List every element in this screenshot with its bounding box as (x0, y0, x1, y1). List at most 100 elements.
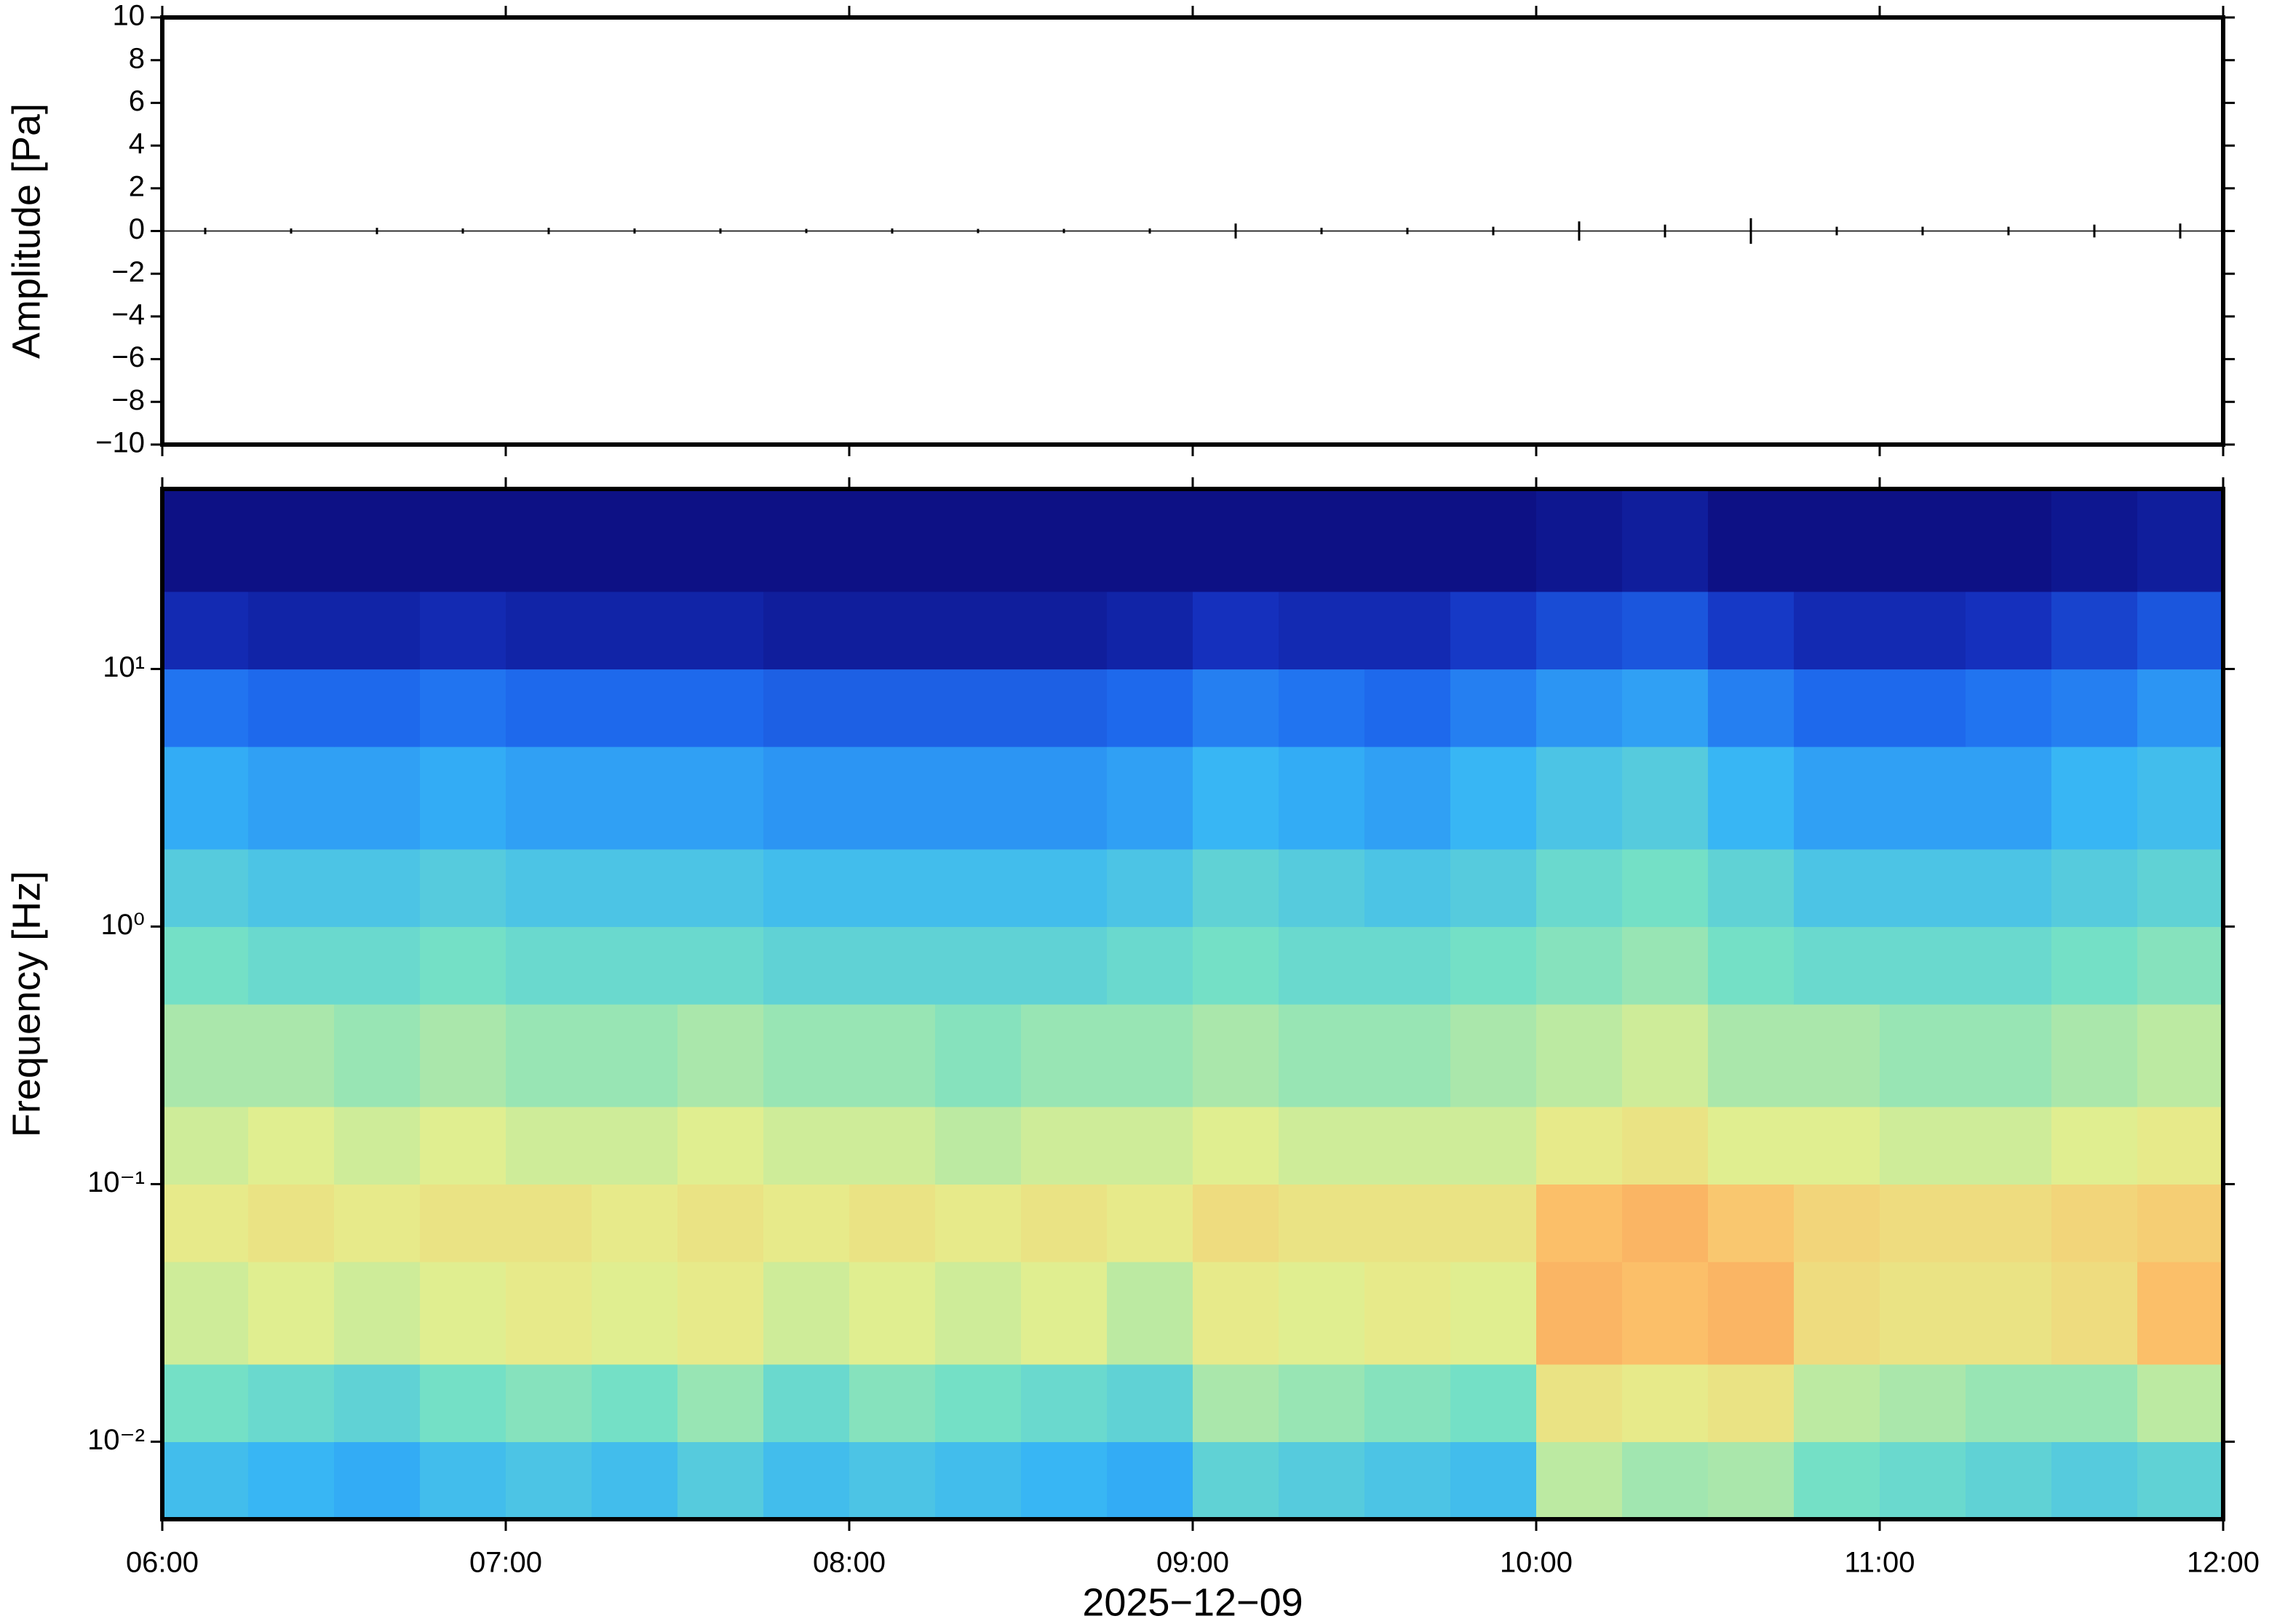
spectrogram-cell (334, 747, 421, 850)
y-tick-label: 10⁰ (100, 909, 145, 941)
y-tick-label: −2 (111, 256, 145, 288)
spectrogram-cell (334, 926, 421, 1005)
spectrogram-cell (1622, 747, 1709, 850)
spectrogram-cell (2137, 1004, 2224, 1107)
spectrogram-cell (677, 591, 764, 670)
spectrogram-cell (2137, 926, 2224, 1005)
x-tick-label: 11:00 (1844, 1547, 1915, 1579)
spectrogram-cell (1536, 926, 1623, 1005)
spectrogram-cell (849, 747, 936, 850)
spectrogram-cell (1193, 1106, 1279, 1185)
spectrogram-cell (1279, 669, 1365, 747)
spectrogram-cell (334, 1364, 421, 1443)
spectrogram-cell (677, 669, 764, 747)
spectrogram-cell (1794, 926, 1880, 1005)
spectrogram-cell (849, 1441, 936, 1520)
spectrogram-cell (162, 1441, 249, 1520)
spectrogram-cell (420, 1106, 506, 1185)
spectrogram-cell (248, 1262, 335, 1365)
spectrogram-cell (2051, 848, 2138, 928)
spectrogram-cell (2051, 747, 2138, 850)
spectrogram-cell (1364, 591, 1451, 670)
spectrogram-cell (677, 1004, 764, 1107)
spectrogram-cell (677, 1262, 764, 1365)
spectrogram-cell (763, 1106, 850, 1185)
spectrogram-cell (1279, 591, 1365, 670)
spectrogram-cell (1622, 1004, 1709, 1107)
spectrogram-cell (162, 1184, 249, 1262)
spectrogram-cell (1364, 1106, 1451, 1185)
spectrogram-cell (1193, 1184, 1279, 1262)
spectrogram-cell (1622, 1441, 1709, 1520)
spectrogram-cell (1622, 1364, 1709, 1443)
spectrogram-cell (1794, 489, 1880, 592)
spectrogram-cell (334, 591, 421, 670)
spectrogram-cell (1880, 848, 1966, 928)
spectrogram-cell (1794, 747, 1880, 850)
spectrogram-cell (763, 1004, 850, 1107)
x-axis-title: 2025−12−09 (1082, 1580, 1303, 1624)
spectrogram-cell (1279, 1184, 1365, 1262)
spectrogram-cell (1107, 489, 1193, 592)
spectrogram-cell (1021, 926, 1108, 1005)
spectrogram-cell (1021, 1184, 1108, 1262)
x-tick-label: 09:00 (1156, 1547, 1229, 1579)
spectrogram-cell (1794, 1262, 1880, 1365)
spectrogram-cell (248, 747, 335, 850)
spectrogram-cell (1021, 489, 1108, 592)
spectrogram-cell (1536, 1106, 1623, 1185)
spectrogram-cell (2137, 489, 2224, 592)
spectrogram-cell (1450, 489, 1537, 592)
spectrogram-cell (1794, 1004, 1880, 1107)
spectrogram-cell (592, 1004, 678, 1107)
spectrogram-cell (1193, 669, 1279, 747)
spectrogram-cell (1794, 1184, 1880, 1262)
y-tick-label: 10¹ (103, 651, 145, 683)
y-tick-label: 10⁻² (87, 1424, 145, 1456)
spectrogram-cell (1364, 1004, 1451, 1107)
spectrogram-cell (1193, 926, 1279, 1005)
spectrogram-cell (2137, 1184, 2224, 1262)
y-tick-label: −8 (111, 384, 145, 416)
spectrogram-cell (1107, 848, 1193, 928)
spectrogram-cell (849, 1106, 936, 1185)
spectrogram-cell (248, 1364, 335, 1443)
spectrogram-cell (1708, 1441, 1795, 1520)
spectrogram-cell (162, 1106, 249, 1185)
spectrogram-cell (1536, 591, 1623, 670)
spectrogram-cell (1966, 848, 2052, 928)
spectrogram-cell (1622, 926, 1709, 1005)
spectrogram-cell (1450, 747, 1537, 850)
spectrogram-cell (162, 1364, 249, 1443)
spectrogram-cell (506, 926, 592, 1005)
spectrogram-cell (677, 926, 764, 1005)
spectrogram-cell (1880, 489, 1966, 592)
spectrogram-cell (2137, 1441, 2224, 1520)
spectrogram-cell (1880, 1106, 1966, 1185)
spectrogram-cell (1880, 747, 1966, 850)
spectrogram-cell (1364, 1262, 1451, 1365)
spectrogram-cell (1279, 1441, 1365, 1520)
y-tick-label: 0 (129, 213, 145, 245)
spectrogram-cell (248, 489, 335, 592)
spectrogram-cell (1021, 669, 1108, 747)
spectrogram-cell (248, 1106, 335, 1185)
spectrogram-cell (420, 1364, 506, 1443)
spectrogram-cell (1536, 489, 1623, 592)
spectrogram-cell (1193, 489, 1279, 592)
spectrogram-cell (677, 489, 764, 592)
spectrogram-cell (1193, 848, 1279, 928)
spectrogram-cell (1622, 1106, 1709, 1185)
spectrogram-cell (1536, 1441, 1623, 1520)
spectrogram-cell (1966, 747, 2052, 850)
spectrogram-cell (1107, 1106, 1193, 1185)
spectrogram-cell (592, 591, 678, 670)
spectrogram-cell (1708, 926, 1795, 1005)
spectrogram-cell (1966, 1441, 2052, 1520)
x-tick-label: 06:00 (126, 1547, 199, 1579)
spectrogram-cell (592, 1184, 678, 1262)
x-tick-label: 10:00 (1500, 1547, 1573, 1579)
spectrogram-cell (420, 669, 506, 747)
spectrogram-cell (334, 1184, 421, 1262)
